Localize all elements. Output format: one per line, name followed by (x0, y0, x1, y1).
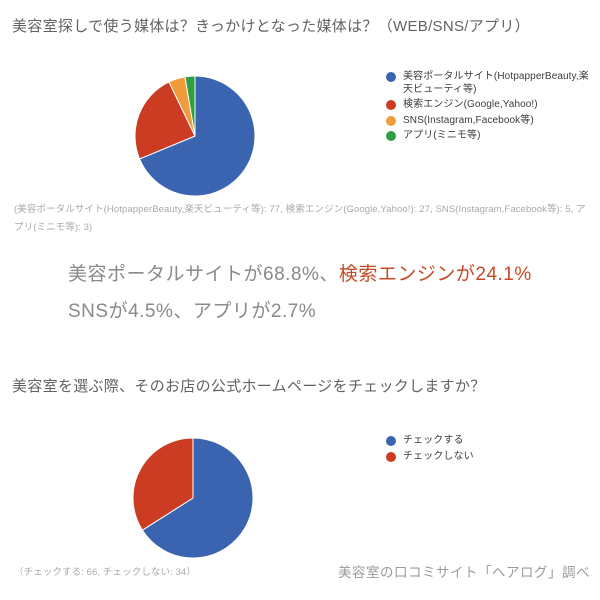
pie-chart-media (134, 75, 256, 197)
chart-caption-homepage: （チェックする: 66, チェックしない: 34） (14, 567, 196, 578)
summary-line-1: 美容ポータルサイトが68.8%、検索エンジンが24.1% (68, 256, 588, 293)
summary-search-stat: 検索エンジンが24.1% (338, 264, 532, 285)
legend-label: 美容ポータルサイト(HotpapperBeauty,楽天ビューティ等) (403, 71, 589, 95)
legend-label: SNS(Instagram,Facebook等) (403, 114, 534, 126)
pie-slice-1 (132, 437, 194, 531)
legend-label: アプリ(ミニモ等) (403, 130, 481, 141)
summary-line-2: SNSが4.5%、アプリが2.7% (68, 293, 588, 330)
legend-color-dot (386, 436, 396, 446)
legend-color-dot (386, 451, 396, 462)
source-credit: 美容室の口コミサイト「ヘアログ」調べ (338, 565, 590, 580)
pie-slice-0 (141, 437, 254, 559)
legend-item-1: 検索エンジン(Google,Yahoo!) (386, 99, 594, 112)
legend-label: チェックする (403, 435, 464, 446)
summary-portal-stat: 美容ポータルサイトが68.8%、 (68, 264, 339, 285)
section-title-media-survey: 美容室探しで使う媒体は？きっかけとなった媒体は？（WEB/SNS/アプリ） (12, 18, 530, 35)
pie-chart-homepage-check (132, 437, 254, 559)
legend-color-dot (386, 100, 396, 110)
legend-color-dot (386, 72, 396, 82)
legend-item-0: 美容ポータルサイト(HotpapperBeauty,楽天ビューティ等) (386, 71, 594, 96)
legend-color-dot (386, 131, 396, 141)
legend-label: チェックしない (403, 450, 474, 462)
summary-sns-app-stat: SNSが4.5%、アプリが2.7% (68, 301, 317, 322)
legend-item-2: SNS(Instagram,Facebook等) (386, 115, 594, 128)
legend-homepage-chart: チェックする チェックしない (386, 435, 594, 463)
section-title-homepage-survey: 美容室を選ぶ際、そのお店の公式ホームページをチェックしますか？ (12, 378, 486, 395)
summary-text: 美容ポータルサイトが68.8%、検索エンジンが24.1% SNSが4.5%、アプ… (68, 256, 588, 330)
legend-color-dot (386, 115, 396, 126)
chart-caption-media: (美容ポータルサイト(HotpapperBeauty,楽天ビューティ等): 77… (14, 204, 586, 233)
legend-item-1: チェックしない (386, 451, 594, 464)
pie-slice-0 (138, 75, 256, 197)
legend-item-3: アプリ(ミニモ等) (386, 130, 594, 143)
legend-media-chart: 美容ポータルサイト(HotpapperBeauty,楽天ビューティ等) 検索エンジ… (386, 71, 594, 143)
legend-item-0: チェックする (386, 435, 594, 448)
legend-label: 検索エンジン(Google,Yahoo!) (403, 99, 538, 110)
pie-slice-3 (184, 75, 196, 137)
pie-slice-1 (134, 81, 196, 160)
